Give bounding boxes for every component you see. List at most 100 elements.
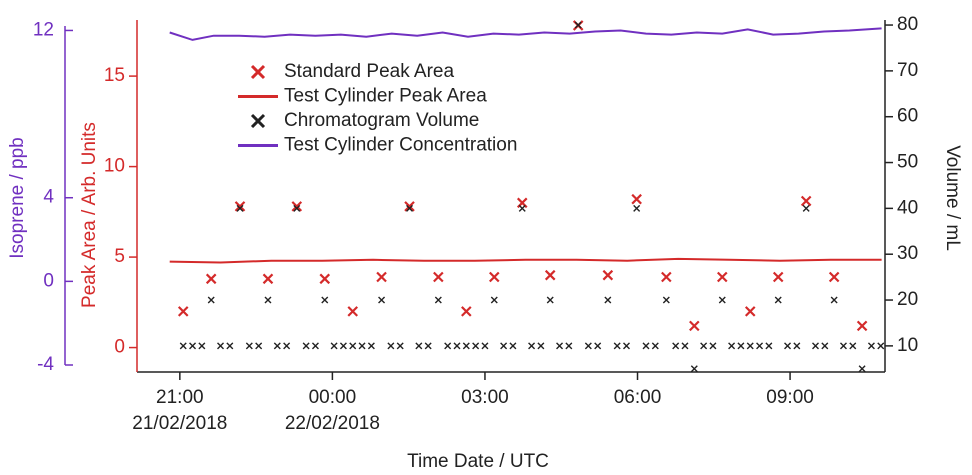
y2-tick-label: 10 <box>897 335 918 356</box>
y3-axis-title: Isoprene / ppb <box>7 137 28 258</box>
x-marker <box>800 195 812 207</box>
x-marker <box>509 342 517 350</box>
x-marker <box>672 342 680 350</box>
x-marker <box>867 342 875 350</box>
x-marker <box>661 271 672 283</box>
x-marker <box>839 342 847 350</box>
x-marker <box>716 271 728 283</box>
x-marker <box>746 342 754 350</box>
x-marker <box>293 204 301 212</box>
y2-tick-label: 40 <box>897 197 918 218</box>
x-marker <box>651 342 659 350</box>
x-marker <box>217 342 225 350</box>
x-tick-label: 09:00 <box>766 387 814 408</box>
x-marker <box>518 204 526 212</box>
x-marker <box>179 342 187 350</box>
x-marker <box>546 296 554 304</box>
series-line <box>169 257 882 264</box>
x-marker <box>404 201 415 212</box>
x-marker <box>490 296 498 304</box>
x-marker <box>311 342 319 350</box>
x-marker <box>234 201 246 212</box>
x-marker <box>709 342 717 350</box>
x-marker <box>489 271 500 283</box>
y2-tick-label: 80 <box>897 14 918 35</box>
x-marker <box>537 342 545 350</box>
x-marker <box>415 342 423 350</box>
x-marker <box>602 269 614 281</box>
x-marker <box>472 342 480 350</box>
x-marker <box>613 342 621 350</box>
x-marker <box>207 296 215 304</box>
x-marker <box>226 342 234 350</box>
y2-tick-label: 60 <box>897 106 918 127</box>
y3-tick-label: 0 <box>43 270 54 291</box>
x-marker <box>481 342 489 350</box>
x-marker <box>302 342 310 350</box>
x-marker <box>339 342 347 350</box>
x-marker <box>424 342 432 350</box>
x-axis-title: Time Date / UTC <box>407 451 549 472</box>
x-marker <box>828 271 840 283</box>
x-marker <box>728 342 736 350</box>
x-marker <box>774 296 782 304</box>
x-marker <box>462 342 470 350</box>
x-marker <box>623 342 630 350</box>
x-marker <box>681 342 689 350</box>
x-marker <box>500 342 508 350</box>
x-marker <box>330 342 338 350</box>
x-marker <box>273 342 281 350</box>
x-marker <box>406 204 414 212</box>
series-line <box>169 27 882 41</box>
x-marker <box>262 273 274 285</box>
x-marker <box>433 271 444 283</box>
x-marker <box>737 342 745 350</box>
x-marker <box>689 320 700 332</box>
x-marker <box>604 296 612 304</box>
x-marker <box>461 306 472 317</box>
x-marker <box>594 342 602 350</box>
x-marker <box>189 342 197 350</box>
y2-axis-title: Volume / mL <box>942 145 963 251</box>
x-marker <box>830 296 838 304</box>
x-marker <box>544 269 556 281</box>
x-marker <box>283 342 291 350</box>
x-marker <box>565 342 573 350</box>
x-marker <box>556 342 564 350</box>
x-marker <box>291 201 303 212</box>
x-marker <box>205 273 217 285</box>
legend-label: Test Cylinder Peak Area <box>284 86 487 107</box>
x-marker <box>528 342 536 350</box>
y-axis-title: Peak Area / Arb. Units <box>79 122 100 308</box>
legend-label: Standard Peak Area <box>284 61 454 82</box>
x-marker <box>584 342 592 350</box>
y3-tick-label: 12 <box>33 19 54 40</box>
x-tick-label: 21:00 <box>156 387 204 408</box>
y-tick-label: 15 <box>104 65 125 86</box>
x-marker <box>772 271 784 283</box>
legend-marker <box>250 64 266 80</box>
y2-tick-label: 30 <box>897 243 918 264</box>
x-tick-label: 06:00 <box>614 387 662 408</box>
x-marker <box>396 342 404 350</box>
x-marker <box>856 320 868 332</box>
x-marker <box>444 342 452 350</box>
x-marker <box>321 296 329 304</box>
x-marker <box>198 342 206 350</box>
x-marker <box>264 296 272 304</box>
x-tick-label: 00:00 <box>309 387 357 408</box>
x-marker <box>177 306 189 317</box>
y2-tick-label: 50 <box>897 152 918 173</box>
x-marker <box>802 204 810 212</box>
x-marker <box>349 342 357 350</box>
y-tick-label: 0 <box>114 337 125 358</box>
x-marker <box>793 342 801 350</box>
x-marker <box>642 342 650 350</box>
x-marker <box>662 296 670 304</box>
x-marker <box>255 342 263 350</box>
x-marker <box>347 306 359 317</box>
x-marker <box>690 365 698 373</box>
y2-tick-label: 20 <box>897 289 918 310</box>
x-marker <box>245 342 253 350</box>
